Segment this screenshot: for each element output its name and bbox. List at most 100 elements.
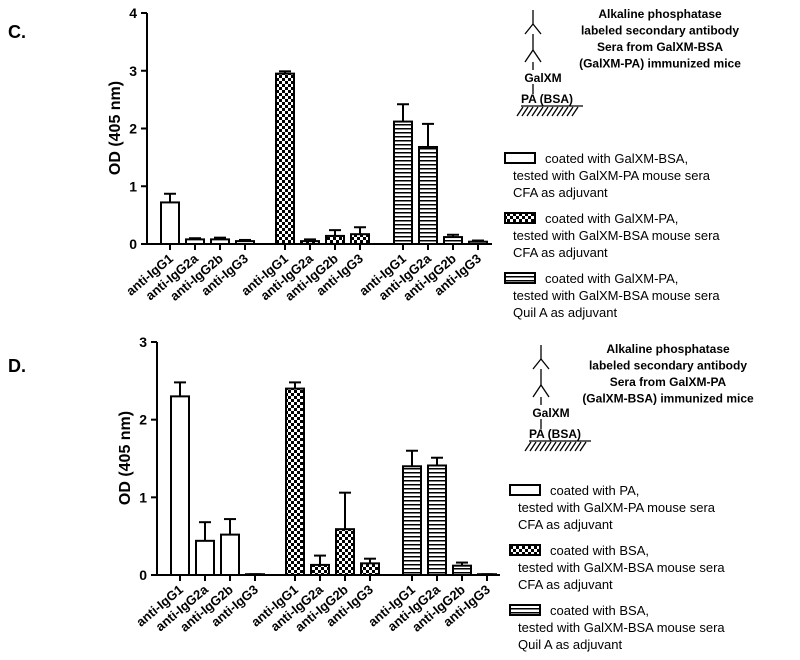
diagram-line [532, 358, 542, 370]
bar [402, 465, 422, 576]
bar [220, 533, 240, 577]
legend-label: CFA as adjuvant [518, 517, 613, 532]
y-tick-label: 1 [139, 489, 147, 505]
diagram-line [546, 106, 554, 117]
bar [235, 240, 255, 246]
bar [335, 528, 355, 577]
legend-swatch [504, 272, 536, 284]
y-axis-label: OD (405 nm) [117, 411, 134, 505]
legend-label: Quil A as adjuvant [513, 305, 617, 320]
bar [325, 234, 345, 245]
panel-label: D. [8, 356, 26, 376]
diagram-line [554, 441, 562, 452]
legend-label: CFA as adjuvant [513, 185, 608, 200]
diagram-line [524, 49, 534, 63]
bar [360, 562, 380, 576]
bar [275, 72, 295, 245]
diagram-line [531, 106, 539, 117]
bar [418, 145, 438, 245]
diagram-line [540, 358, 550, 370]
legend-label: tested with GalXM-BSA mouse sera [518, 620, 725, 635]
y-tick-label: 2 [139, 412, 147, 428]
legend-label: coated with GalXM-BSA, [545, 151, 688, 166]
legend-label: CFA as adjuvant [513, 245, 608, 260]
diagram-line [529, 441, 537, 452]
diagram-line [564, 441, 572, 452]
legend-swatch [509, 484, 541, 496]
diagram-line [574, 441, 582, 452]
panel-label: C. [8, 22, 26, 42]
y-tick-label: 0 [129, 236, 137, 252]
diagram-line [541, 106, 549, 117]
y-tick-label: 3 [139, 334, 147, 350]
bar [210, 238, 230, 246]
y-tick-label: 0 [139, 567, 147, 583]
diagram-line [526, 106, 534, 117]
bar [300, 240, 320, 246]
legend-swatch [509, 544, 541, 556]
legend-label: coated with GalXM-PA, [545, 211, 678, 226]
bar [195, 539, 215, 576]
bar [310, 563, 330, 576]
diagram-line [561, 106, 569, 117]
annotation: Sera from GalXM-BSA [597, 40, 723, 54]
y-tick-label: 4 [129, 5, 137, 21]
diagram-line [540, 384, 550, 398]
bar [452, 564, 472, 576]
y-axis-label: OD (405 nm) [107, 81, 124, 175]
legend-label: tested with GalXM-BSA mouse sera [518, 560, 725, 575]
diagram-line [532, 49, 542, 63]
bar [185, 238, 205, 246]
diagram-line [544, 441, 552, 452]
annotation: (GalXM-BSA) immunized mice [582, 392, 754, 406]
diagram-line [521, 106, 529, 117]
annotation: Alkaline phosphatase [606, 342, 730, 356]
y-tick-label: 1 [129, 178, 137, 194]
diagram-line [516, 106, 524, 117]
diagram-line [534, 441, 542, 452]
diagram-line [524, 441, 532, 452]
bar [245, 573, 265, 576]
diagram-label: PA (BSA) [521, 92, 573, 106]
annotation: labeled secondary antibody [589, 359, 747, 373]
diagram-label: GalXM [532, 406, 569, 420]
annotation: Alkaline phosphatase [598, 7, 722, 21]
diagram-line [551, 106, 559, 117]
diagram-line [549, 441, 557, 452]
diagram-line [566, 106, 574, 117]
y-tick-label: 3 [129, 63, 137, 79]
diagram-line [532, 23, 542, 35]
legend-swatch [504, 212, 536, 224]
annotation: (GalXM-PA) immunized mice [579, 57, 741, 71]
diagram-line [536, 106, 544, 117]
legend-label: Quil A as adjuvant [518, 637, 622, 652]
legend-label: coated with BSA, [550, 603, 649, 618]
bar [350, 233, 370, 245]
diagram-line [569, 441, 577, 452]
annotation: Sera from GalXM-PA [610, 375, 727, 389]
bar [468, 240, 488, 246]
bar [427, 464, 447, 576]
legend-label: tested with GalXM-BSA mouse sera [513, 228, 720, 243]
legend-label: tested with GalXM-PA mouse sera [518, 500, 716, 515]
diagram-label: GalXM [524, 71, 561, 85]
y-tick-label: 2 [129, 121, 137, 137]
diagram-line [559, 441, 567, 452]
diagram-line [524, 23, 534, 35]
legend-label: CFA as adjuvant [518, 577, 613, 592]
diagram-line [571, 106, 579, 117]
legend-swatch [504, 152, 536, 164]
bar [160, 201, 180, 245]
diagram-label: PA (BSA) [529, 427, 581, 441]
diagram-line [539, 441, 547, 452]
bar [170, 395, 190, 576]
annotation: labeled secondary antibody [581, 24, 739, 38]
diagram-line [556, 106, 564, 117]
legend-label: coated with PA, [550, 483, 639, 498]
bar [443, 236, 463, 246]
bar [393, 120, 413, 245]
diagram-line [532, 384, 542, 398]
legend-label: tested with GalXM-BSA mouse sera [513, 288, 720, 303]
legend-swatch [509, 604, 541, 616]
